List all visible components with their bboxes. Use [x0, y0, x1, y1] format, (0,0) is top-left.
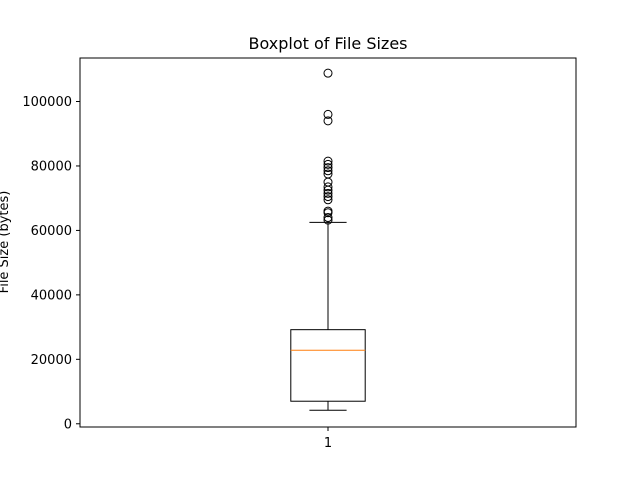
- outlier-point: [323, 182, 333, 192]
- outlier-point: [323, 68, 333, 78]
- y-tick-label: 20000: [31, 353, 72, 368]
- outlier-point: [323, 163, 333, 173]
- outlier-point: [323, 213, 333, 223]
- outlier-point: [323, 177, 333, 187]
- outlier-point: [323, 215, 333, 225]
- y-tick-label: 100000: [22, 95, 72, 110]
- outlier-point: [323, 159, 333, 169]
- y-axis-ticks: 0 20000 40000 60000 80000 100000: [22, 95, 80, 432]
- outlier-point: [323, 116, 333, 126]
- iqr-box: [290, 329, 366, 402]
- outlier-point: [323, 192, 333, 202]
- outlier-point: [323, 188, 333, 198]
- outlier-point: [323, 206, 333, 216]
- y-tick-label: 40000: [31, 288, 72, 303]
- outlier-point: [323, 166, 333, 176]
- y-axis-label: File Size (bytes): [0, 191, 12, 294]
- outlier-point: [323, 156, 333, 166]
- x-tick-label: 1: [324, 436, 332, 451]
- outlier-point: [323, 169, 333, 179]
- outlier-point: [323, 109, 333, 119]
- plot-marks: [290, 68, 366, 411]
- y-tick-label: 60000: [31, 224, 72, 239]
- y-tick-label: 0: [64, 417, 72, 432]
- outlier-point: [323, 195, 333, 205]
- x-axis-ticks: 1: [324, 427, 332, 451]
- y-tick-label: 80000: [31, 159, 72, 174]
- chart-title: Boxplot of File Sizes: [248, 34, 407, 53]
- plot-frame: [79, 57, 577, 428]
